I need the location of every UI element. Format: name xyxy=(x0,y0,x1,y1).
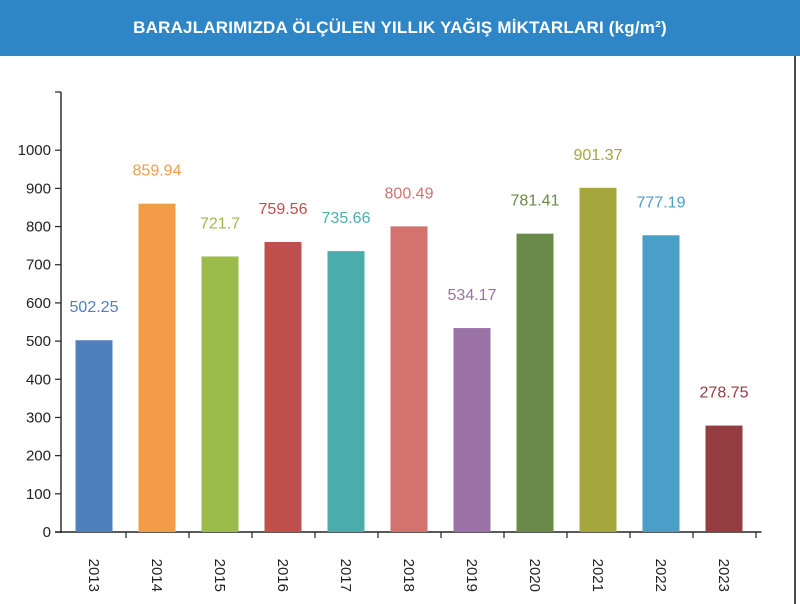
y-tick-label: 1000 xyxy=(18,142,51,159)
chart-header: BARAJLARIMIZDA ÖLÇÜLEN YILLIK YAĞIŞ MİKT… xyxy=(0,0,800,56)
value-label-2018: 800.49 xyxy=(385,185,434,202)
bar-2015 xyxy=(201,256,239,532)
value-label-2015: 721.7 xyxy=(200,215,240,232)
bar-2023 xyxy=(705,425,743,532)
chart-title: BARAJLARIMIZDA ÖLÇÜLEN YILLIK YAĞIŞ MİKT… xyxy=(133,18,667,37)
bar-2021 xyxy=(579,187,617,532)
y-tick-label: 100 xyxy=(26,486,51,503)
x-tick-label-2019: 2019 xyxy=(463,559,480,592)
bar-2013 xyxy=(75,340,113,532)
value-label-2013: 502.25 xyxy=(70,299,119,316)
value-label-2017: 735.66 xyxy=(322,210,371,227)
bar-2022 xyxy=(642,235,680,532)
y-tick-label: 900 xyxy=(26,180,51,197)
value-label-2014: 859.94 xyxy=(133,163,182,180)
x-tick-label-2023: 2023 xyxy=(715,559,732,592)
x-tick-label-2014: 2014 xyxy=(148,559,165,592)
value-label-2019: 534.17 xyxy=(448,287,497,304)
bar-2016 xyxy=(264,241,302,532)
value-label-2020: 781.41 xyxy=(511,193,560,210)
frame-border xyxy=(794,56,796,604)
x-tick-label-2021: 2021 xyxy=(589,559,606,592)
y-tick-label: 400 xyxy=(26,371,51,388)
x-tick-label-2017: 2017 xyxy=(337,559,354,592)
x-tick-label-2016: 2016 xyxy=(274,559,291,592)
x-tick-label-2022: 2022 xyxy=(652,559,669,592)
y-tick-label: 700 xyxy=(26,257,51,274)
y-tick-label: 500 xyxy=(26,333,51,350)
y-tick-label: 600 xyxy=(26,295,51,312)
x-tick-label-2013: 2013 xyxy=(85,559,102,592)
value-label-2023: 278.75 xyxy=(700,385,749,402)
value-label-2021: 901.37 xyxy=(574,147,623,164)
bar-2014 xyxy=(138,203,176,532)
value-label-2016: 759.56 xyxy=(259,201,308,218)
x-tick-label-2015: 2015 xyxy=(211,559,228,592)
y-tick-label: 800 xyxy=(26,219,51,236)
y-tick-label: 0 xyxy=(43,524,51,541)
bar-2017 xyxy=(327,251,365,533)
y-tick-label: 300 xyxy=(26,409,51,426)
y-tick-label: 200 xyxy=(26,448,51,465)
x-tick-label-2018: 2018 xyxy=(400,559,417,592)
bar-2018 xyxy=(390,226,428,532)
x-tick-label-2020: 2020 xyxy=(526,559,543,592)
value-label-2022: 777.19 xyxy=(637,194,686,211)
bar-chart: 0 100 200 300 400 500 600 700 800 900 1000 502.25 20… xyxy=(18,91,762,592)
bar-2020 xyxy=(516,233,554,533)
bar-2019 xyxy=(453,328,491,532)
